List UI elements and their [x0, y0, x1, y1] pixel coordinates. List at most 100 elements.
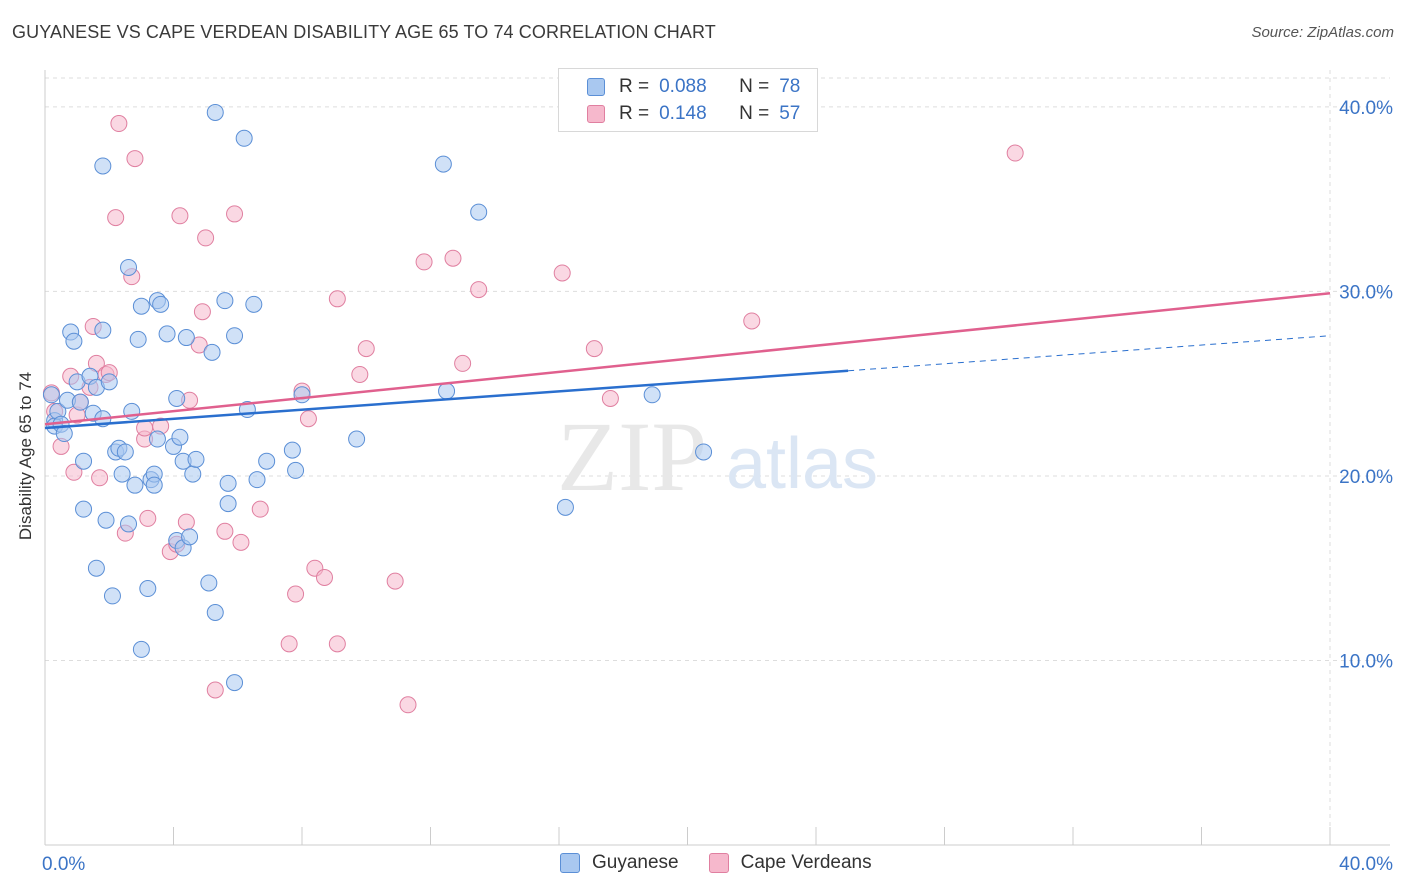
- cape-verdean-point: [315, 568, 333, 586]
- cape-verdean-point: [470, 281, 488, 299]
- cape-verdean-trend-line: [44, 292, 1331, 426]
- legend-row-cape-verdeans: R = 0.148 N = 57: [587, 102, 800, 126]
- cape-verdean-point: [232, 533, 250, 551]
- legend-row-guyanese: R = 0.088 N = 78: [587, 75, 800, 99]
- guyanese-point: [206, 604, 224, 621]
- legend-r-label: R =: [619, 103, 650, 124]
- correlation-legend: R = 0.088 N = 78 R = 0.148 N = 57: [558, 68, 818, 132]
- cape-verdeans-points: [42, 115, 1024, 714]
- y-tick-label: 20.0%: [1339, 467, 1393, 488]
- cape-verdean-point: [206, 681, 224, 699]
- cape-verdean-point: [601, 389, 619, 407]
- guyanese-point: [94, 157, 112, 175]
- guyanese-point: [103, 587, 121, 605]
- chart-title: GUYANESE VS CAPE VERDEAN DISABILITY AGE …: [12, 22, 716, 42]
- guyanese-point: [148, 430, 166, 448]
- guyanese-trend-line: [44, 369, 849, 430]
- guyanese-point: [139, 580, 157, 598]
- guyanese-point: [206, 103, 224, 121]
- cape-verdean-point: [126, 150, 144, 168]
- guyanese-point: [177, 329, 195, 347]
- cape-verdean-point: [110, 115, 128, 133]
- guyanese-point: [116, 443, 134, 461]
- guyanese-point: [348, 430, 366, 448]
- guyanese-point: [248, 471, 266, 489]
- legend-swatch-pink: [587, 105, 605, 123]
- guyanese-point: [132, 297, 150, 315]
- legend-label-guyanese: Guyanese: [592, 852, 679, 873]
- guyanese-point: [258, 452, 276, 470]
- guyanese-point: [219, 495, 237, 513]
- cape-verdean-point: [65, 463, 83, 481]
- cape-verdean-point: [1006, 144, 1024, 162]
- cape-verdean-point: [415, 253, 433, 271]
- guyanese-trend-extension: [848, 335, 1331, 372]
- cape-verdean-point: [216, 522, 234, 540]
- cape-verdean-point: [299, 410, 317, 428]
- cape-verdean-point: [328, 635, 346, 653]
- cape-verdean-point: [357, 340, 375, 358]
- cape-verdean-point: [91, 469, 109, 487]
- guyanese-point: [643, 386, 661, 404]
- grid-lines: [45, 70, 1390, 845]
- guyanese-point: [71, 393, 89, 411]
- guyanese-point: [100, 373, 118, 391]
- cape-verdean-point: [197, 229, 215, 247]
- trend-lines: [44, 292, 1331, 430]
- cape-verdean-point: [444, 249, 462, 267]
- guyanese-point: [75, 500, 93, 518]
- cape-verdean-point: [190, 336, 208, 354]
- cape-verdean-point: [107, 209, 125, 227]
- x-tick-label: 40.0%: [1339, 854, 1393, 875]
- series-legend: Guyanese Cape Verdeans: [560, 852, 902, 874]
- cape-verdean-point: [553, 264, 571, 282]
- cape-verdean-point: [139, 509, 157, 527]
- legend-item-guyanese[interactable]: Guyanese: [560, 852, 679, 874]
- guyanese-point: [200, 574, 218, 592]
- axes: [44, 70, 1390, 846]
- cape-verdean-point: [177, 513, 195, 531]
- legend-n-value: 78: [779, 76, 801, 97]
- guyanese-point: [97, 511, 115, 529]
- cape-verdean-point: [226, 205, 244, 223]
- legend-r-label: R =: [619, 76, 650, 97]
- guyanese-point: [87, 559, 105, 577]
- guyanese-point: [152, 295, 170, 313]
- legend-swatch-pink: [708, 853, 729, 873]
- guyanese-point: [438, 382, 456, 400]
- legend-n-label: N =: [739, 103, 770, 124]
- legend-n-label: N =: [739, 76, 770, 97]
- guyanese-point: [226, 674, 244, 692]
- guyanese-point: [94, 321, 112, 339]
- guyanese-point: [171, 428, 189, 446]
- legend-r-value: 0.148: [659, 103, 707, 124]
- cape-verdean-point: [351, 365, 369, 383]
- watermark-atlas: atlas: [726, 424, 878, 504]
- guyanese-point: [120, 515, 138, 533]
- cape-verdean-point: [386, 572, 404, 590]
- cape-verdean-point: [399, 696, 417, 714]
- guyanese-point: [184, 465, 202, 483]
- guyanese-point: [129, 330, 147, 348]
- guyanese-point: [65, 332, 83, 350]
- cape-verdean-point: [743, 312, 761, 330]
- guyanese-point: [226, 327, 244, 345]
- guyanese-point: [203, 343, 221, 361]
- guyanese-point: [556, 498, 574, 516]
- guyanese-point: [132, 640, 150, 658]
- cape-verdean-point: [280, 635, 298, 653]
- guyanese-point: [181, 528, 199, 546]
- legend-r-value: 0.088: [659, 76, 707, 97]
- cape-verdean-point: [171, 207, 189, 225]
- cape-verdean-point: [251, 500, 269, 518]
- y-tick-label: 30.0%: [1339, 282, 1393, 303]
- tick-labels: 10.0% 20.0% 30.0% 40.0% 0.0% 40.0%: [42, 98, 1393, 875]
- legend-item-cape-verdeans[interactable]: Cape Verdeans: [708, 852, 872, 874]
- legend-swatch-blue: [587, 78, 605, 96]
- guyanese-point: [113, 465, 131, 483]
- guyanese-point: [216, 292, 234, 310]
- x-tick-label: 0.0%: [42, 854, 85, 875]
- guyanese-point: [235, 129, 253, 147]
- guyanese-point: [283, 441, 301, 459]
- guyanese-point: [158, 325, 176, 343]
